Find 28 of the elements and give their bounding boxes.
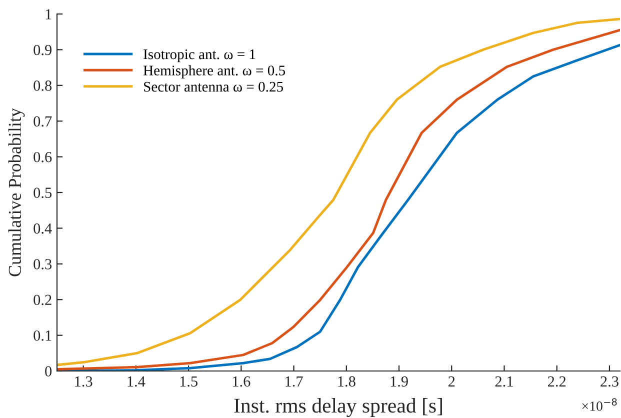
x-tick-label: 2.3 [600,376,618,387]
y-tick-label: 0.1 [34,330,52,341]
y-tick-label: 0 [45,366,52,376]
text: ×10$^{−8}$ [582,398,617,411]
legend-label: Sector antenna ω = 0.25 [144,82,283,92]
x-tick-label: 2 [448,376,455,386]
y-axis-title: Cumulative Probability [8,108,25,276]
x-tick-label: 1.7 [286,376,303,387]
x-tick-label: 1.5 [180,376,198,387]
y-tick-label: 0.7 [34,116,52,127]
x-tick-label: 2.2 [548,376,566,387]
y-tick-label: 0.2 [34,294,52,306]
y-tick-label: 0.4 [34,223,52,234]
x-tick-label: 2.1 [495,376,513,387]
y-tick-label: 0.5 [34,188,52,198]
x-tick-label: 1.4 [128,376,146,387]
y-tick-label: 0.9 [34,44,52,56]
x-axis-title: Inst. rms delay spread [s] [234,398,442,417]
legend-label: Isotropic ant. ω = 1 [144,49,256,62]
y-tick-label: 1 [46,9,52,20]
x-tick-label: 1.8 [338,376,356,387]
y-tick-label: 0.3 [34,259,52,270]
x-tick-label: 1.6 [232,376,250,387]
x-tick-label: 1.9 [390,376,408,387]
y-tick-label: 0.8 [34,80,52,91]
legend-label: Hemisphere ant. ω = 0.5 [143,65,286,78]
y-tick-label: 0.6 [34,152,52,162]
x-tick-label: 1.3 [75,376,92,387]
